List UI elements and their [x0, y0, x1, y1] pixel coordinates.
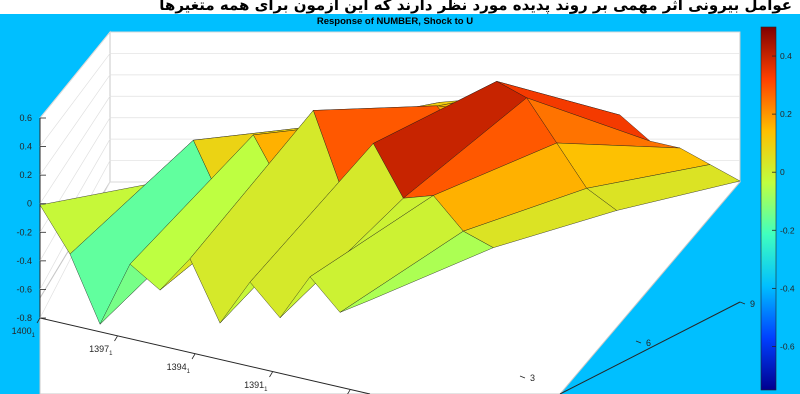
x-tick-label: 14001 [12, 326, 36, 339]
colorbar-tick-label: -0.2 [780, 225, 795, 235]
colorbar-tick-label: -0.6 [780, 341, 795, 351]
z-tick-label: -0.2 [16, 227, 32, 237]
colorbar-ticks: 0.4 0.2 0 -0.2 -0.4 -0.6 [772, 51, 795, 351]
grid-line [39, 53, 740, 147]
x-axis-ticks: 1400113971139411391113881 [12, 317, 351, 394]
z-tick-label: 0.2 [19, 170, 32, 180]
surface-patch [339, 230, 494, 313]
x-tick-subscript: 1 [264, 387, 268, 393]
x-tick-mark [269, 371, 273, 378]
y-tick-label: 3 [530, 373, 535, 383]
z-tick-label: 0.4 [19, 142, 32, 152]
y-tick-mark [519, 375, 526, 379]
grid-line [39, 31, 740, 119]
colorbar-tick-label: 0.4 [780, 51, 792, 61]
colorbar-tick-label: 0.2 [780, 109, 792, 119]
x-tick-label: 13971 [89, 344, 113, 357]
x-tick-label: 13911 [244, 380, 268, 393]
colorbar: 0.4 0.2 0 -0.2 -0.4 -0.6 [760, 26, 795, 391]
x-tick-mark [191, 353, 196, 360]
x-tick-mark [114, 335, 118, 342]
x-tick-mark [36, 317, 41, 324]
surface [39, 80, 741, 325]
z-tick-label: -0.4 [16, 256, 32, 266]
x-tick-mark [347, 389, 351, 394]
y-tick-label: 6 [646, 338, 651, 348]
colorbar-gradient [760, 26, 777, 391]
grid-line [39, 74, 740, 176]
y-tick-label: 9 [750, 299, 755, 309]
x-tick-subscript: 1 [32, 333, 36, 339]
x-tick-label: 13941 [167, 362, 191, 375]
y-tick-mark [635, 340, 642, 344]
z-tick-label: 0 [27, 199, 32, 209]
y-axis-ticks: 3 6 9 [519, 299, 755, 383]
z-tick-label: -0.8 [16, 313, 32, 323]
colorbar-tick-label: 0 [780, 167, 785, 177]
x-tick-subscript: 1 [187, 369, 191, 375]
z-tick-label: -0.6 [16, 284, 32, 294]
z-tick-label: 0.6 [19, 113, 32, 123]
z-axis-ticks: 0.6 0.4 0.2 0 -0.2 -0.4 -0.6 -0.8 [16, 113, 46, 323]
right-floor-edge [559, 301, 741, 394]
y-tick-mark [739, 301, 746, 305]
chart-title: Response of NUMBER, Shock to U [317, 16, 473, 27]
x-tick-subscript: 1 [109, 351, 113, 357]
top-caption: عوامل بیرونی اثر مهمی بر روند پدیده مورد… [0, 0, 800, 14]
colorbar-tick-label: -0.4 [780, 283, 795, 293]
caption-text: عوامل بیرونی اثر مهمی بر روند پدیده مورد… [159, 0, 792, 14]
